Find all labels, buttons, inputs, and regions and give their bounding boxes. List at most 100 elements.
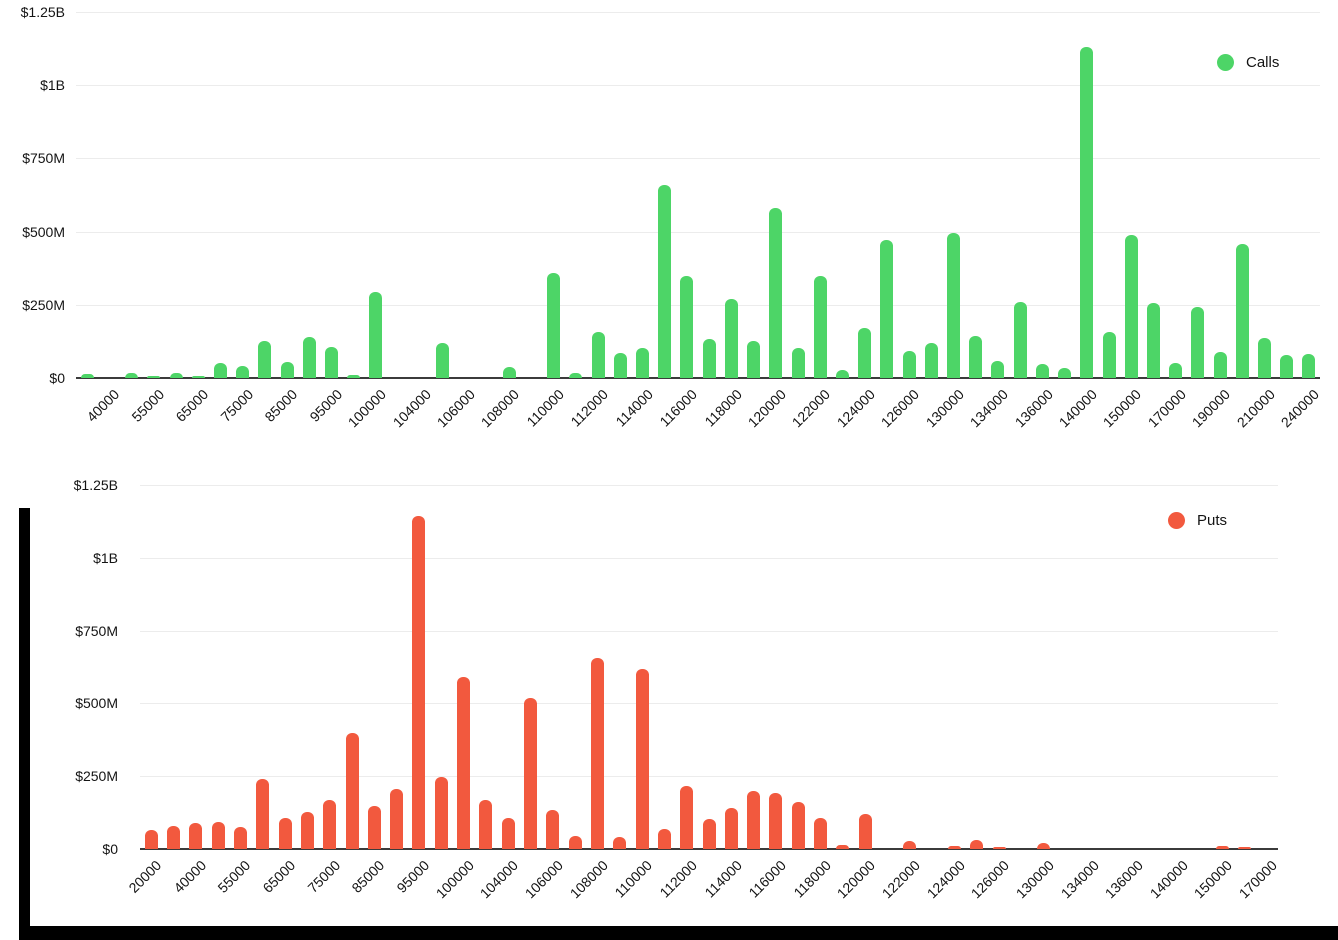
bar[interactable] bbox=[747, 340, 760, 378]
bar[interactable] bbox=[1235, 243, 1249, 378]
bar[interactable] bbox=[702, 339, 716, 378]
bar[interactable] bbox=[992, 847, 1006, 849]
bar[interactable] bbox=[213, 362, 227, 378]
bar[interactable] bbox=[325, 346, 338, 378]
bar[interactable] bbox=[436, 342, 449, 378]
bar[interactable] bbox=[547, 272, 561, 378]
bar[interactable] bbox=[680, 275, 694, 378]
bar[interactable] bbox=[236, 366, 250, 378]
bar[interactable] bbox=[302, 337, 316, 378]
bar[interactable] bbox=[1102, 332, 1116, 378]
h-gridline bbox=[76, 12, 1320, 13]
black-frame-horizontal bbox=[19, 926, 1338, 940]
bar[interactable] bbox=[835, 370, 849, 378]
bar[interactable] bbox=[969, 336, 983, 378]
bar[interactable] bbox=[80, 373, 94, 378]
bar[interactable] bbox=[345, 732, 359, 849]
bar[interactable] bbox=[948, 846, 961, 849]
bar[interactable] bbox=[991, 361, 1005, 378]
bar[interactable] bbox=[613, 837, 627, 849]
bar[interactable] bbox=[658, 184, 672, 378]
bar[interactable] bbox=[813, 275, 827, 378]
bar[interactable] bbox=[657, 829, 671, 849]
bar[interactable] bbox=[1215, 846, 1229, 849]
bar[interactable] bbox=[191, 376, 205, 378]
legend-puts-item[interactable]: Puts bbox=[1168, 512, 1227, 529]
bar[interactable] bbox=[791, 347, 805, 378]
bar[interactable] bbox=[769, 208, 783, 378]
bar[interactable] bbox=[1035, 363, 1049, 378]
bar[interactable] bbox=[791, 802, 805, 849]
bar[interactable] bbox=[724, 298, 738, 378]
bar[interactable] bbox=[1146, 303, 1160, 378]
bar[interactable] bbox=[1213, 351, 1227, 378]
bar[interactable] bbox=[858, 328, 872, 378]
bar[interactable] bbox=[635, 668, 649, 849]
bar[interactable] bbox=[169, 373, 183, 378]
bar[interactable] bbox=[636, 347, 649, 378]
y-tick-label: $750M bbox=[75, 622, 118, 639]
bar[interactable] bbox=[546, 810, 560, 849]
bar[interactable] bbox=[924, 342, 938, 378]
bar[interactable] bbox=[590, 658, 604, 849]
bar[interactable] bbox=[680, 786, 694, 849]
bar[interactable] bbox=[1037, 843, 1051, 849]
bar[interactable] bbox=[144, 830, 158, 849]
bar[interactable] bbox=[1080, 47, 1094, 378]
h-gridline bbox=[76, 231, 1320, 233]
bar[interactable] bbox=[613, 353, 627, 378]
bar[interactable] bbox=[278, 817, 292, 849]
bar[interactable] bbox=[502, 366, 516, 378]
bar[interactable] bbox=[233, 826, 247, 849]
bar[interactable] bbox=[1238, 847, 1251, 849]
bar[interactable] bbox=[434, 776, 448, 849]
x-axis-line bbox=[76, 377, 1320, 379]
bar[interactable] bbox=[1280, 354, 1294, 378]
bar[interactable] bbox=[947, 233, 960, 378]
bar[interactable] bbox=[211, 822, 225, 849]
bar[interactable] bbox=[125, 373, 138, 378]
bar[interactable] bbox=[1013, 301, 1027, 378]
bar[interactable] bbox=[323, 800, 337, 849]
bar[interactable] bbox=[1191, 307, 1205, 378]
bar[interactable] bbox=[167, 826, 180, 849]
bar[interactable] bbox=[347, 375, 361, 378]
bar[interactable] bbox=[1302, 354, 1316, 378]
bar[interactable] bbox=[300, 812, 314, 849]
bar[interactable] bbox=[902, 350, 916, 378]
bar[interactable] bbox=[457, 676, 470, 849]
bar[interactable] bbox=[903, 840, 917, 849]
bar[interactable] bbox=[569, 373, 583, 378]
bar[interactable] bbox=[880, 240, 894, 378]
bar[interactable] bbox=[702, 819, 716, 849]
legend-calls-item[interactable]: Calls bbox=[1217, 54, 1279, 71]
bar[interactable] bbox=[769, 793, 783, 849]
bar[interactable] bbox=[147, 376, 161, 378]
x-axis-line bbox=[140, 848, 1278, 850]
bar[interactable] bbox=[256, 779, 270, 849]
bar[interactable] bbox=[258, 340, 272, 378]
bar[interactable] bbox=[1124, 235, 1138, 378]
bar[interactable] bbox=[412, 515, 426, 849]
bar[interactable] bbox=[390, 789, 404, 849]
bar[interactable] bbox=[1258, 337, 1271, 378]
bar[interactable] bbox=[367, 806, 381, 849]
y-tick-label: $250M bbox=[22, 296, 65, 313]
bar[interactable] bbox=[836, 844, 850, 849]
bar[interactable] bbox=[1058, 368, 1071, 378]
bar[interactable] bbox=[747, 791, 761, 849]
bar[interactable] bbox=[858, 814, 872, 849]
bar[interactable] bbox=[280, 361, 294, 378]
bar[interactable] bbox=[568, 836, 582, 849]
bar[interactable] bbox=[501, 818, 515, 849]
bar[interactable] bbox=[1169, 363, 1183, 378]
bar[interactable] bbox=[189, 823, 203, 849]
bar[interactable] bbox=[724, 808, 738, 849]
bar[interactable] bbox=[970, 840, 984, 849]
bar[interactable] bbox=[369, 292, 383, 378]
bar[interactable] bbox=[814, 818, 828, 849]
bar[interactable] bbox=[591, 332, 605, 378]
bar[interactable] bbox=[479, 800, 493, 849]
legend-calls-label: Calls bbox=[1246, 54, 1280, 71]
bar[interactable] bbox=[524, 697, 537, 849]
